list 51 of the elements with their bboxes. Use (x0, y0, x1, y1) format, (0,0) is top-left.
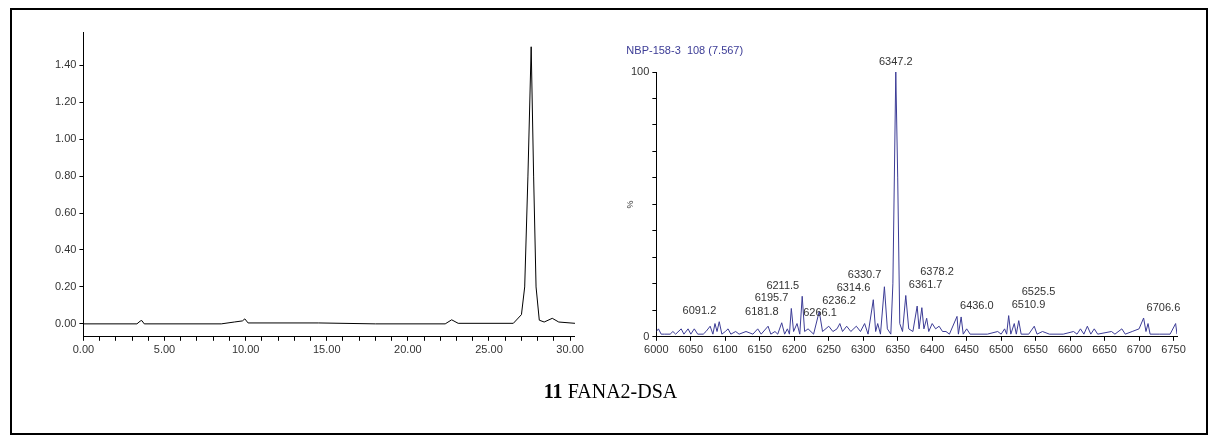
y-tick-label: 0.80 (54, 169, 77, 182)
annotation: 6525.5 (1021, 285, 1056, 298)
annotation: 6330.7 (847, 267, 882, 280)
annotation: 6091.2 (682, 304, 717, 317)
x-tick-label: 6050 (678, 343, 704, 356)
annotation: 6510.9 (1011, 298, 1046, 311)
x-tick-label: 6650 (1092, 343, 1117, 356)
y-tick-label: 0.20 (54, 279, 77, 292)
y-axis-title: % (624, 200, 635, 209)
y-tick-label: 1.20 (54, 95, 77, 108)
y-tick-label: 1.40 (54, 58, 77, 71)
x-tick-label: 6600 (1057, 343, 1083, 356)
x-tick-label: 25.00 (475, 343, 503, 356)
x-tick-label: 6300 (850, 343, 876, 356)
x-tick-label: 6700 (1126, 343, 1152, 356)
y-tick-label: 1.00 (54, 132, 77, 145)
annotation: 6266.1 (803, 306, 837, 319)
x-tick-label: 6500 (988, 343, 1014, 356)
x-tick-label: 6250 (816, 343, 841, 356)
annotation: 6314.6 (836, 280, 871, 293)
annotation: 6181.8 (745, 305, 779, 318)
annotation: 6436.0 (960, 298, 994, 311)
x-tick-label: 10.00 (231, 343, 260, 356)
annotation: 6236.2 (822, 293, 856, 306)
x-tick-label: 30.00 (556, 343, 584, 356)
x-tick-label: 6200 (782, 343, 807, 356)
x-tick-label: 15.00 (313, 343, 341, 356)
x-tick-label: 6150 (747, 343, 773, 356)
annotation: 6195.7 (754, 291, 789, 303)
x-tick-label: 6100 (713, 343, 738, 356)
y-tick-label: 0.40 (54, 243, 77, 256)
y-tick-label: 0 (643, 329, 650, 342)
x-tick-label: 6350 (885, 343, 910, 356)
x-tick-label: 6550 (1023, 343, 1048, 356)
x-tick-label: 20.00 (394, 343, 422, 356)
y-tick-label: 0.00 (54, 316, 77, 329)
y-tick-label: 0.60 (54, 206, 77, 219)
y-tick-label: 100 (630, 65, 650, 78)
annotation: 6347.2 (878, 54, 913, 67)
x-tick-label: 0.00 (72, 343, 95, 356)
x-tick-label: 6450 (954, 343, 979, 356)
annotation: 6361.7 (908, 278, 943, 291)
annotation: 6706.6 (1146, 300, 1181, 313)
x-tick-label: 6400 (919, 343, 945, 356)
x-tick-label: 5.00 (153, 343, 176, 356)
text: 11 FANA2-DSA (542, 380, 679, 403)
annotation: 6378.2 (920, 265, 954, 278)
text: NBP-158-3 108 (7.567) (626, 43, 744, 56)
annotation: 6211.5 (766, 278, 800, 291)
x-tick-label: 6750 (1161, 343, 1186, 356)
x-tick-label: 6000 (644, 343, 669, 356)
